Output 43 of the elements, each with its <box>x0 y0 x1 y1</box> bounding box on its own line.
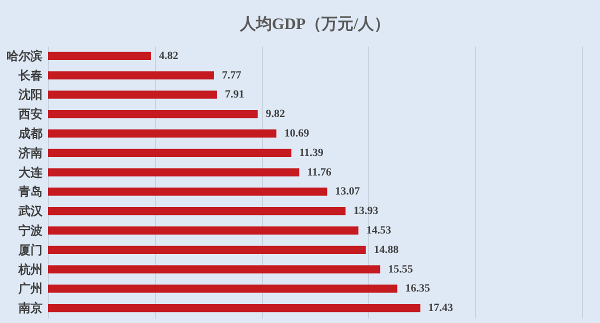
y-tick-label: 大连 <box>18 165 44 180</box>
y-tick-label: 哈尔滨 <box>6 48 42 63</box>
y-tick-label: 宁波 <box>18 224 44 238</box>
bar <box>48 129 276 138</box>
y-tick-label: 成都 <box>18 126 42 140</box>
y-tick-label: 南京 <box>18 301 42 316</box>
data-label: 4.82 <box>158 50 179 62</box>
bar <box>48 207 346 216</box>
y-tick-label: 青岛 <box>18 184 42 199</box>
bar <box>48 71 214 80</box>
y-tick-label: 沈阳 <box>18 88 42 102</box>
bar <box>48 52 151 60</box>
data-label: 17.43 <box>428 302 454 314</box>
data-label: 7.77 <box>222 69 242 82</box>
bar <box>48 110 258 118</box>
data-label: 15.55 <box>388 263 414 276</box>
bar <box>48 304 420 312</box>
data-label: 13.07 <box>335 186 360 198</box>
bar <box>48 188 328 196</box>
data-label: 13.93 <box>354 205 379 218</box>
bar <box>48 90 217 99</box>
y-tick-label: 济南 <box>18 146 42 160</box>
data-label: 10.69 <box>284 128 310 140</box>
chart-title: 人均GDP（万元/人） <box>238 15 390 33</box>
data-label: 14.88 <box>374 244 400 256</box>
bar <box>48 284 398 293</box>
bar <box>48 226 358 235</box>
bar <box>48 246 366 254</box>
y-tick-label: 厦门 <box>18 242 42 257</box>
y-tick-label: 武汉 <box>18 204 44 218</box>
data-label: 14.53 <box>366 224 392 236</box>
data-label: 16.35 <box>405 282 430 295</box>
data-label: 11.76 <box>307 166 332 178</box>
bar <box>48 168 300 176</box>
y-tick-label: 杭州 <box>18 262 42 276</box>
data-label: 7.91 <box>224 88 244 101</box>
bar <box>48 148 292 157</box>
data-label: 9.82 <box>266 108 286 120</box>
y-tick-label: 西安 <box>18 107 42 122</box>
data-label: 11.39 <box>299 146 324 159</box>
y-tick-label: 长春 <box>18 68 42 82</box>
bar <box>48 265 380 274</box>
y-tick-label: 广州 <box>18 282 42 296</box>
